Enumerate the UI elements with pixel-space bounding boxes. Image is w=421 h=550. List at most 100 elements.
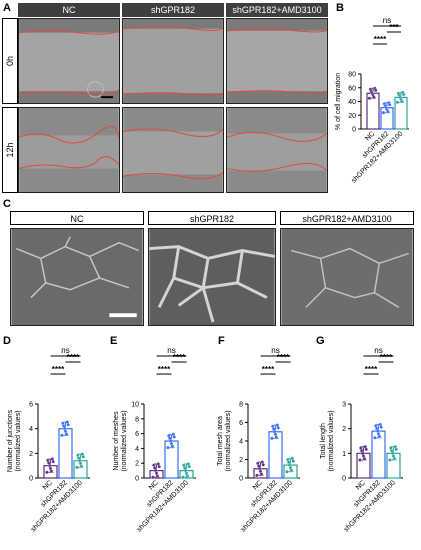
data-point bbox=[388, 458, 392, 462]
y-tick-label: 4 bbox=[239, 439, 243, 446]
data-point bbox=[387, 102, 392, 107]
sig-label: **** bbox=[365, 365, 378, 374]
y-tick-label: 10 bbox=[131, 402, 139, 409]
data-point bbox=[377, 434, 382, 439]
panelC-col-header-nc: NC bbox=[10, 211, 144, 225]
data-point bbox=[75, 465, 79, 470]
panel-label-b: B bbox=[336, 2, 344, 14]
data-point bbox=[51, 459, 55, 464]
sig-label: ns bbox=[374, 346, 382, 355]
sig-label: **** bbox=[380, 353, 393, 362]
sig-label: **** bbox=[52, 365, 65, 374]
data-point bbox=[170, 444, 175, 449]
chart-panel-d: 0 2 4 6 Number of junctions (normalized value… bbox=[7, 346, 90, 534]
category-label: NC bbox=[148, 479, 160, 491]
data-point bbox=[172, 435, 176, 439]
wound-image-amd3100-12h bbox=[226, 107, 328, 193]
wound-edge-bottom bbox=[19, 89, 119, 95]
data-point bbox=[276, 426, 280, 430]
y-axis-label: Number of junctions bbox=[7, 409, 14, 472]
data-point bbox=[373, 88, 378, 93]
data-point bbox=[79, 464, 84, 468]
y-tick-label: 6 bbox=[239, 420, 243, 427]
wound-image-nc-12h bbox=[18, 107, 120, 193]
y-tick-label: 0 bbox=[29, 476, 33, 483]
panel-label-a: A bbox=[3, 2, 11, 14]
sig-label: **** bbox=[67, 353, 80, 362]
data-point bbox=[187, 464, 191, 469]
y-tick-label: 0 bbox=[239, 476, 243, 483]
data-point bbox=[358, 458, 362, 462]
panel-label-d: D bbox=[3, 335, 11, 347]
scale-bar bbox=[109, 313, 137, 318]
data-point bbox=[274, 435, 279, 439]
sig-label: **** bbox=[173, 353, 186, 362]
data-point bbox=[255, 473, 259, 478]
data-point bbox=[381, 110, 386, 115]
y-tick-label: 80 bbox=[348, 72, 356, 79]
category-label: NC bbox=[355, 479, 367, 491]
tube-image-nc bbox=[10, 228, 144, 326]
tube-image-shgpr182 bbox=[148, 228, 276, 326]
data-point bbox=[155, 474, 160, 478]
wound-edge-top bbox=[19, 30, 119, 35]
y-tick-label: 0 bbox=[352, 127, 356, 134]
scale-bar bbox=[101, 96, 113, 99]
panel-label-g: G bbox=[316, 335, 325, 347]
y-axis-label: % of cell migration bbox=[335, 73, 342, 130]
category-label: NC bbox=[252, 479, 264, 491]
data-point bbox=[66, 422, 70, 427]
data-point bbox=[379, 425, 383, 429]
data-point bbox=[45, 470, 49, 475]
data-point bbox=[401, 92, 406, 97]
sig-label: **** bbox=[374, 35, 387, 44]
panelA-col-header-amd3100: shGPR182+AMD3100 bbox=[226, 3, 328, 17]
panelA-row-label-0h: 0h bbox=[2, 18, 18, 104]
sig-label: **** bbox=[262, 365, 275, 374]
data-point bbox=[400, 99, 404, 104]
y-axis-label: Total length bbox=[320, 423, 327, 459]
data-point bbox=[151, 475, 155, 480]
data-point bbox=[362, 456, 367, 461]
sig-label: **** bbox=[277, 353, 290, 362]
y-axis-label: (normalized values) bbox=[15, 410, 22, 471]
y-tick-label: 6 bbox=[135, 431, 139, 438]
y-tick-label: 3 bbox=[342, 402, 346, 409]
data-point bbox=[291, 459, 295, 463]
data-point bbox=[395, 100, 400, 105]
panelC-col-header-shgpr182: shGPR182 bbox=[148, 211, 276, 225]
y-tick-label: 4 bbox=[29, 426, 33, 433]
y-tick-label: 60 bbox=[348, 85, 356, 92]
data-point bbox=[394, 447, 398, 452]
y-axis-label: Total mesh area bbox=[217, 416, 224, 466]
data-point bbox=[270, 436, 274, 441]
data-point bbox=[364, 447, 368, 452]
wound-image-amd3100-0h bbox=[226, 18, 328, 104]
data-point bbox=[259, 472, 264, 476]
wound-image-nc-0h bbox=[18, 18, 120, 104]
panel-label-f: F bbox=[218, 335, 225, 347]
panelA-col-header-shgpr182: shGPR182 bbox=[122, 3, 224, 17]
sig-label: **** bbox=[158, 365, 171, 374]
tube-image-amd3100 bbox=[280, 228, 414, 326]
panel-label-c: C bbox=[3, 198, 11, 210]
y-tick-label: 0 bbox=[342, 476, 346, 483]
y-tick-label: 20 bbox=[348, 113, 356, 120]
wound-image-shgpr182-0h bbox=[122, 18, 224, 104]
wound-image-shgpr182-12h bbox=[122, 107, 224, 193]
sig-label: ns bbox=[167, 346, 175, 355]
category-label: NC bbox=[42, 479, 54, 491]
y-tick-label: 6 bbox=[29, 402, 33, 409]
y-tick-label: 4 bbox=[135, 446, 139, 453]
data-point bbox=[372, 95, 376, 99]
data-point bbox=[367, 96, 372, 100]
data-point bbox=[157, 464, 161, 469]
y-axis-label: (normalized values) bbox=[121, 410, 128, 471]
y-tick-label: 2 bbox=[239, 457, 243, 464]
sig-label: ns bbox=[271, 346, 279, 355]
y-tick-label: 2 bbox=[135, 461, 139, 468]
data-point bbox=[166, 445, 170, 450]
data-point bbox=[392, 456, 397, 461]
data-point bbox=[81, 454, 85, 459]
